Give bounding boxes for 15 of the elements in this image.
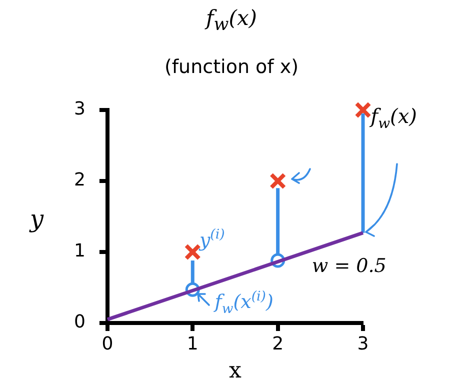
y-tick-label: 2 bbox=[74, 170, 86, 191]
x-tick-label: 2 bbox=[272, 333, 284, 354]
chart-title: f$_{w}$(x) bbox=[204, 6, 258, 36]
annotation: w = 0.5 bbox=[312, 254, 386, 277]
y-tick-label: 0 bbox=[74, 312, 86, 333]
point bbox=[269, 172, 286, 190]
x-axis-title: x bbox=[229, 358, 242, 384]
y-tick-label: 3 bbox=[74, 98, 86, 120]
chart-subtitle: (function of x) bbox=[163, 56, 300, 78]
x-tick-label: 3 bbox=[357, 333, 369, 354]
point bbox=[354, 102, 372, 118]
x-tick-label: 0 bbox=[102, 333, 114, 354]
y-axis-title: y bbox=[30, 205, 44, 233]
y-tick-label: 1 bbox=[74, 240, 86, 262]
x-tick-label: 1 bbox=[186, 333, 198, 354]
